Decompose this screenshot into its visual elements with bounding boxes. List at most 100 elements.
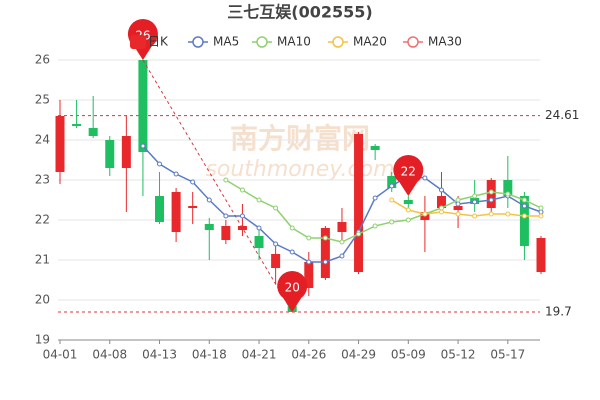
ma-point <box>372 195 378 201</box>
watermark-sub: southmoney.com <box>205 157 394 182</box>
y-tick-label: 23 <box>35 173 50 187</box>
candle-body <box>387 176 397 188</box>
ma-point <box>455 201 461 207</box>
y-tick-label: 24 <box>35 133 50 147</box>
candle-body <box>304 262 314 288</box>
ma-point <box>472 193 478 199</box>
ma-point <box>472 199 478 205</box>
ma-point <box>289 225 295 231</box>
reference-label: 24.61 <box>545 108 579 122</box>
ma-point <box>322 259 328 265</box>
ma-point <box>190 179 196 185</box>
ma-point <box>422 211 428 217</box>
candle-body <box>536 238 546 272</box>
ma-point <box>239 187 245 193</box>
candle-body <box>221 226 231 240</box>
candle-body <box>370 146 380 150</box>
candle-body <box>237 226 247 230</box>
ma-point <box>356 231 362 237</box>
legend-icon <box>407 36 419 48</box>
ma-point <box>273 205 279 211</box>
candle-body <box>403 200 413 204</box>
candle-body <box>55 116 65 172</box>
candle-body <box>254 236 264 248</box>
ma-line <box>225 179 542 243</box>
y-tick-label: 20 <box>35 293 50 307</box>
y-tick-label: 22 <box>35 213 50 227</box>
legend-label: MA20 <box>353 35 387 49</box>
ma-point <box>339 239 345 245</box>
candle-body <box>121 136 131 168</box>
ma-point <box>256 197 262 203</box>
ma-point <box>306 235 312 241</box>
ma-point <box>140 143 146 149</box>
ma-point <box>223 177 229 183</box>
x-tick-label: 04-01 <box>43 348 78 362</box>
ma-point <box>157 161 163 167</box>
candle-body <box>271 254 281 268</box>
candle-body <box>519 196 529 246</box>
y-tick-label: 26 <box>35 53 50 67</box>
x-tick-label: 04-29 <box>341 348 376 362</box>
ma-point <box>223 213 229 219</box>
ma-point <box>505 211 511 217</box>
ma-point <box>505 191 511 197</box>
candle-body <box>204 224 214 230</box>
candle-body <box>138 60 148 152</box>
legend-icon <box>130 35 146 49</box>
ma-point <box>455 197 461 203</box>
candle-body <box>105 140 115 168</box>
y-tick-label: 25 <box>35 93 50 107</box>
ma-point <box>538 209 544 215</box>
x-tick-label: 04-26 <box>291 348 326 362</box>
y-tick-label: 19 <box>35 333 50 347</box>
ma-point <box>438 205 444 211</box>
ma-point <box>538 205 544 211</box>
ma-point <box>405 207 411 213</box>
pin-label: 20 <box>285 281 300 295</box>
ma-line <box>391 199 541 217</box>
candle-body <box>453 206 463 210</box>
candle-body <box>503 180 513 196</box>
ma-point <box>173 171 179 177</box>
ma-point <box>239 213 245 219</box>
x-tick-label: 04-21 <box>242 348 277 362</box>
ma-point <box>455 211 461 217</box>
ma-point <box>521 203 527 209</box>
ma-point <box>405 217 411 223</box>
ma-point <box>389 183 395 189</box>
ma-point <box>472 213 478 219</box>
ma-point <box>273 241 279 247</box>
candle-body <box>72 124 82 126</box>
pin <box>393 155 424 196</box>
candle-body <box>337 222 347 232</box>
candle-body <box>354 134 364 272</box>
ma-point <box>389 219 395 225</box>
ma-point <box>322 235 328 241</box>
x-tick-label: 04-08 <box>92 348 127 362</box>
candle-body <box>320 228 330 278</box>
legend-label: MA30 <box>428 35 462 49</box>
x-tick-label: 05-09 <box>391 348 426 362</box>
legend-label: MA10 <box>277 35 311 49</box>
ma-point <box>538 213 544 219</box>
candle-body <box>88 128 98 136</box>
watermark: 南方财富网 <box>230 122 370 155</box>
ma-point <box>372 223 378 229</box>
y-tick-label: 21 <box>35 253 50 267</box>
ma-point <box>389 197 395 203</box>
ma-point <box>488 197 494 203</box>
legend-icon <box>332 36 344 48</box>
legend-label: MA5 <box>213 35 239 49</box>
ma-point <box>206 197 212 203</box>
candle-body <box>188 206 198 208</box>
ma-point <box>521 213 527 219</box>
chart-title: 三七互娱(002555) <box>227 3 372 22</box>
x-tick-label: 04-18 <box>192 348 227 362</box>
x-tick-label: 05-17 <box>490 348 525 362</box>
legend-icon <box>192 36 204 48</box>
pin <box>277 271 308 312</box>
candle-body <box>155 196 165 222</box>
candle-body <box>171 192 181 232</box>
